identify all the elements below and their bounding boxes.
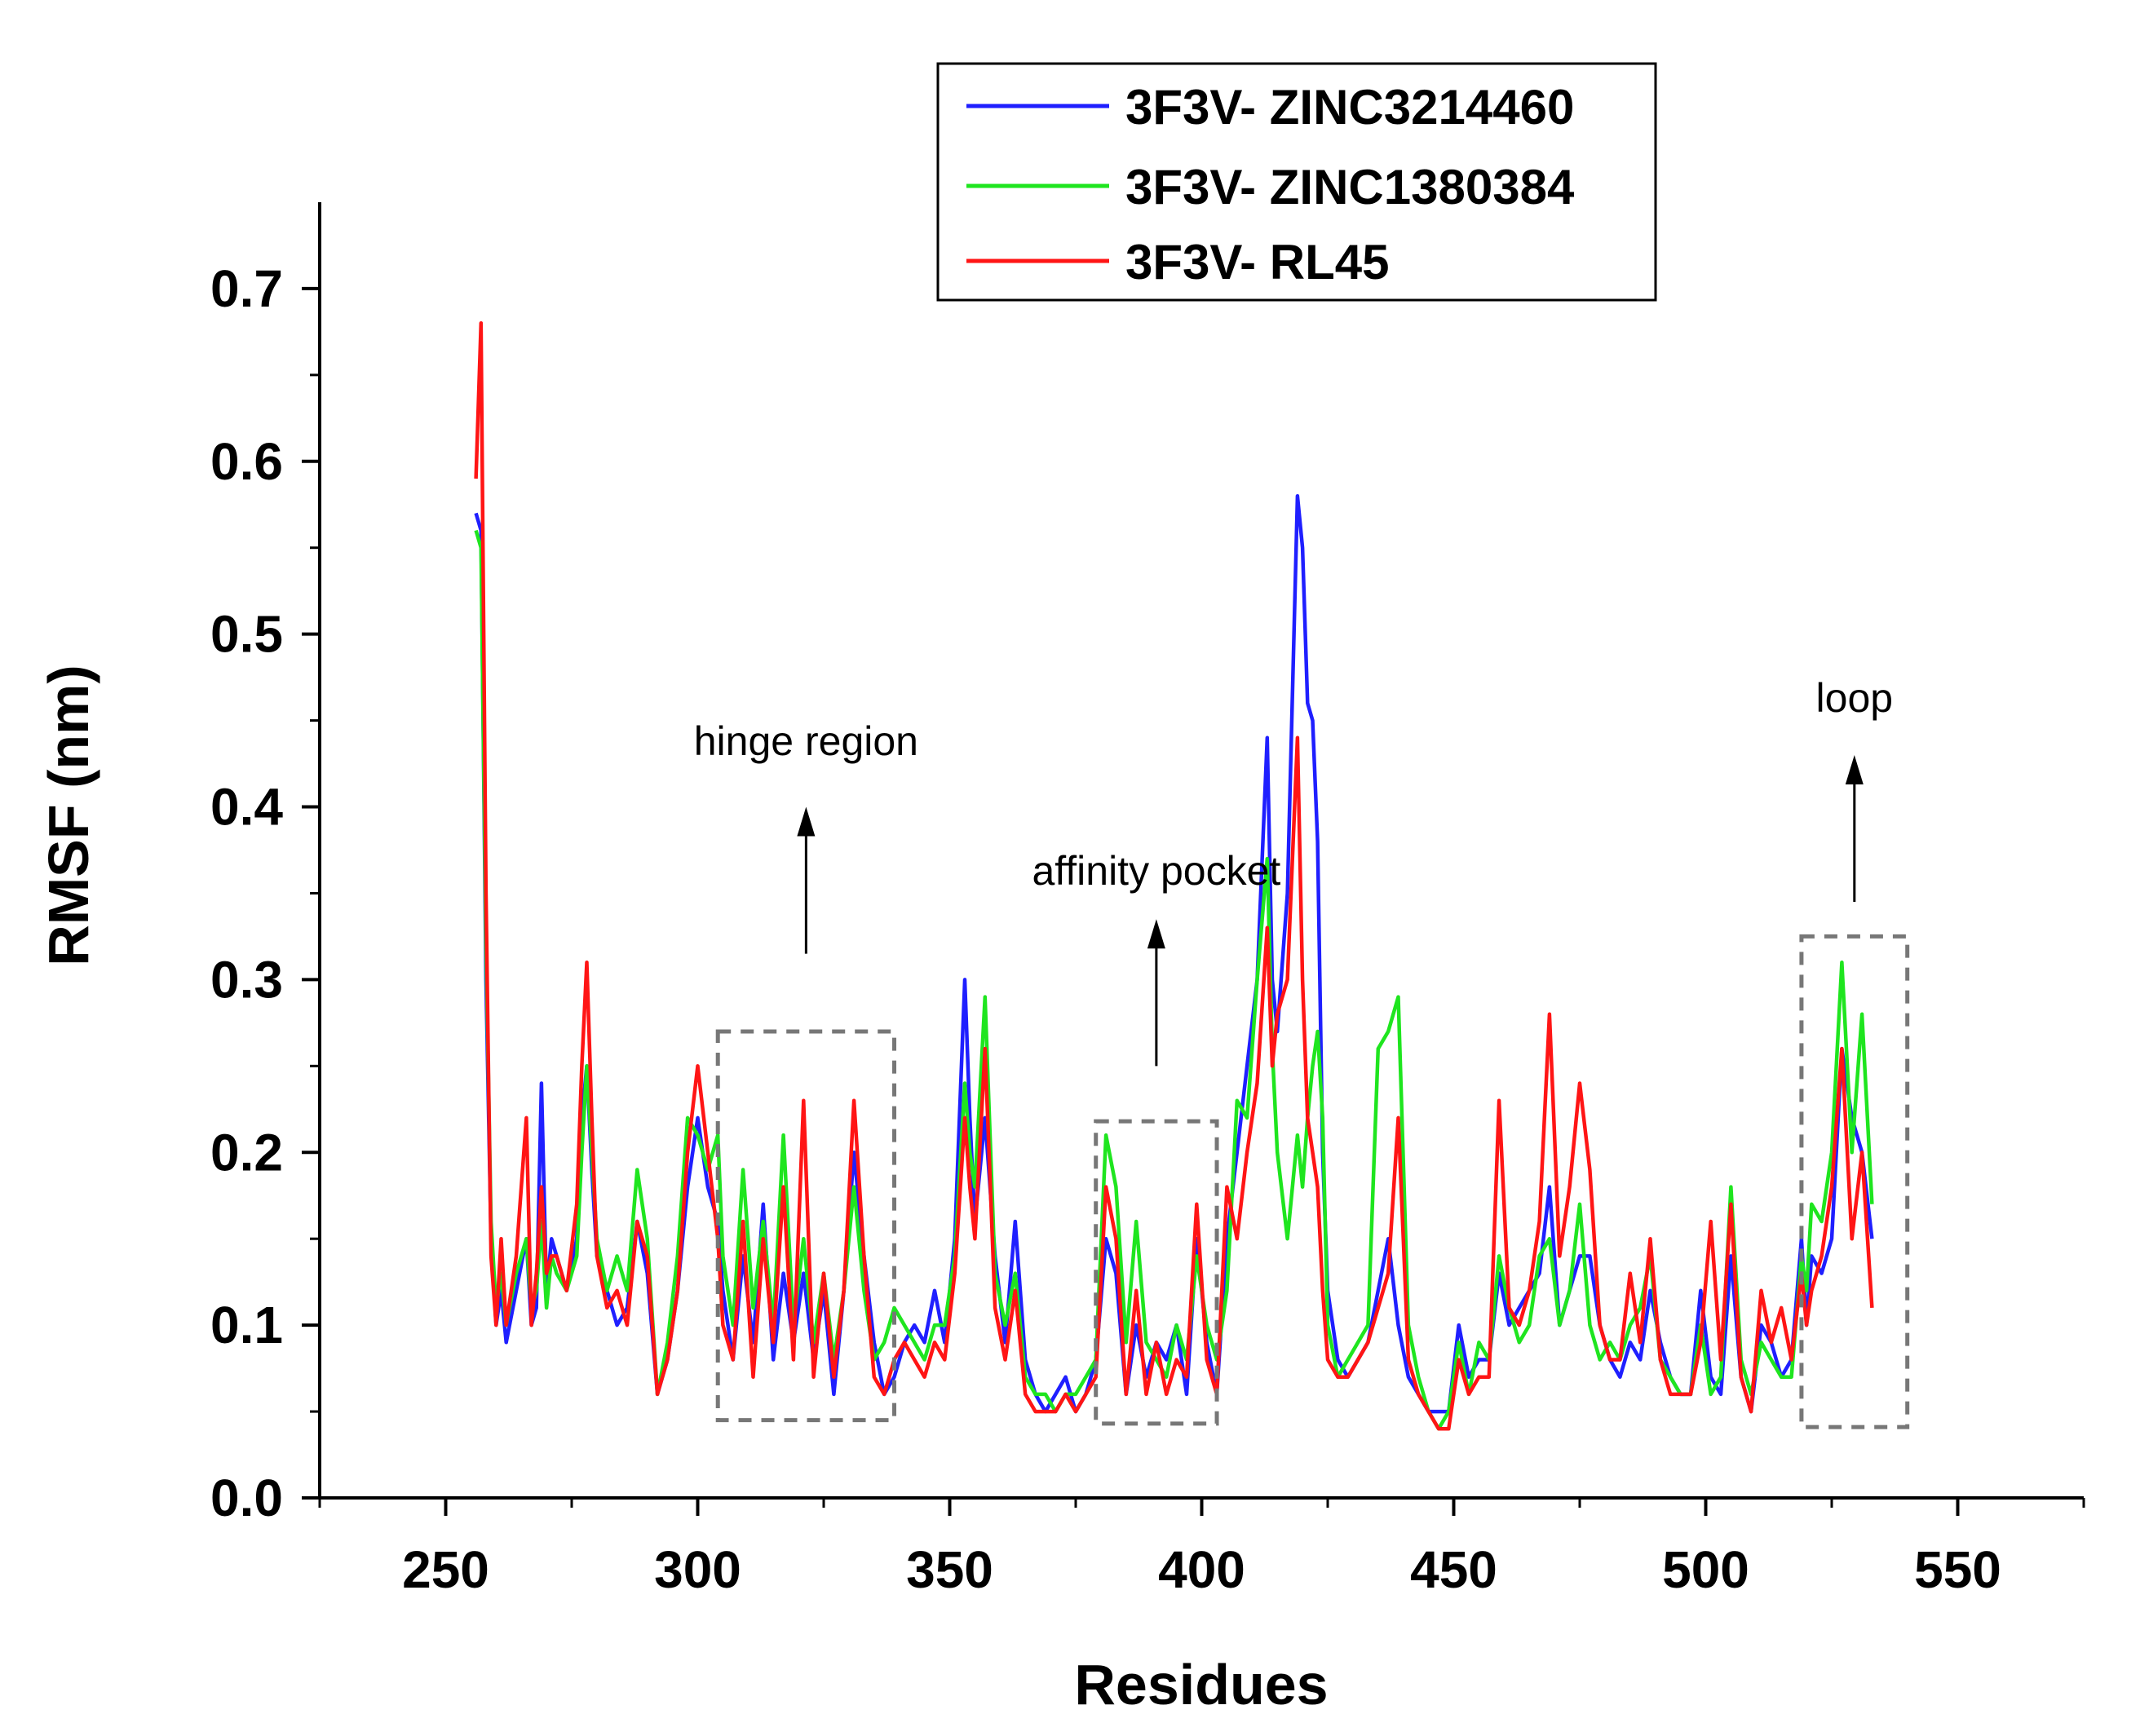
annotation-label: affinity pocket — [1032, 848, 1280, 894]
arrow-up-icon — [797, 806, 816, 837]
legend-label-zinc1380384: 3F3V- ZINC1380384 — [1125, 160, 1575, 214]
y-axis-title: RMSF (nm) — [37, 665, 100, 965]
y-tick-label: 0.2 — [210, 1123, 283, 1182]
arrow-up-icon — [1845, 754, 1864, 784]
ticks-layer: 0.0 0.1 0.2 0.3 0.4 0.5 0.6 0.7 250 300 350 400 450 5… — [210, 259, 2085, 1599]
x-tick-label: 300 — [654, 1540, 741, 1599]
legend-label-rl45: 3F3V- RL45 — [1125, 235, 1389, 289]
x-tick-label: 500 — [1662, 1540, 1749, 1599]
x-tick-label: 400 — [1158, 1540, 1245, 1599]
x-tick-label: 450 — [1410, 1540, 1497, 1599]
x-tick-label: 350 — [906, 1540, 993, 1599]
x-axis-title: Residues — [1074, 1653, 1328, 1716]
series-layer — [474, 321, 1874, 1431]
annotation-box-0 — [715, 1029, 897, 1423]
annotation-box-2 — [1799, 934, 1910, 1429]
annotation-label: loop — [1816, 675, 1894, 721]
y-tick-label: 0.7 — [210, 259, 283, 318]
legend: 3F3V- ZINC3214460 3F3V- ZINC1380384 3F3V… — [936, 62, 1657, 302]
y-tick-label: 0.0 — [210, 1469, 283, 1527]
annotation-label: hinge region — [694, 718, 918, 764]
x-tick-label: 250 — [402, 1540, 489, 1599]
annotation-layer: hinge region affinity pocket loop — [694, 675, 1910, 1429]
y-tick-label: 0.6 — [210, 432, 283, 491]
series-line-2 — [474, 321, 1874, 1431]
x-tick-label: 550 — [1914, 1540, 2001, 1599]
annotation-box-1 — [1094, 1119, 1219, 1426]
y-tick-label: 0.1 — [210, 1296, 283, 1354]
arrow-up-icon — [1147, 919, 1165, 949]
y-tick-label: 0.3 — [210, 950, 283, 1009]
y-tick-label: 0.4 — [210, 778, 283, 837]
y-tick-label: 0.5 — [210, 605, 283, 664]
legend-label-zinc3214460: 3F3V- ZINC3214460 — [1125, 80, 1574, 135]
